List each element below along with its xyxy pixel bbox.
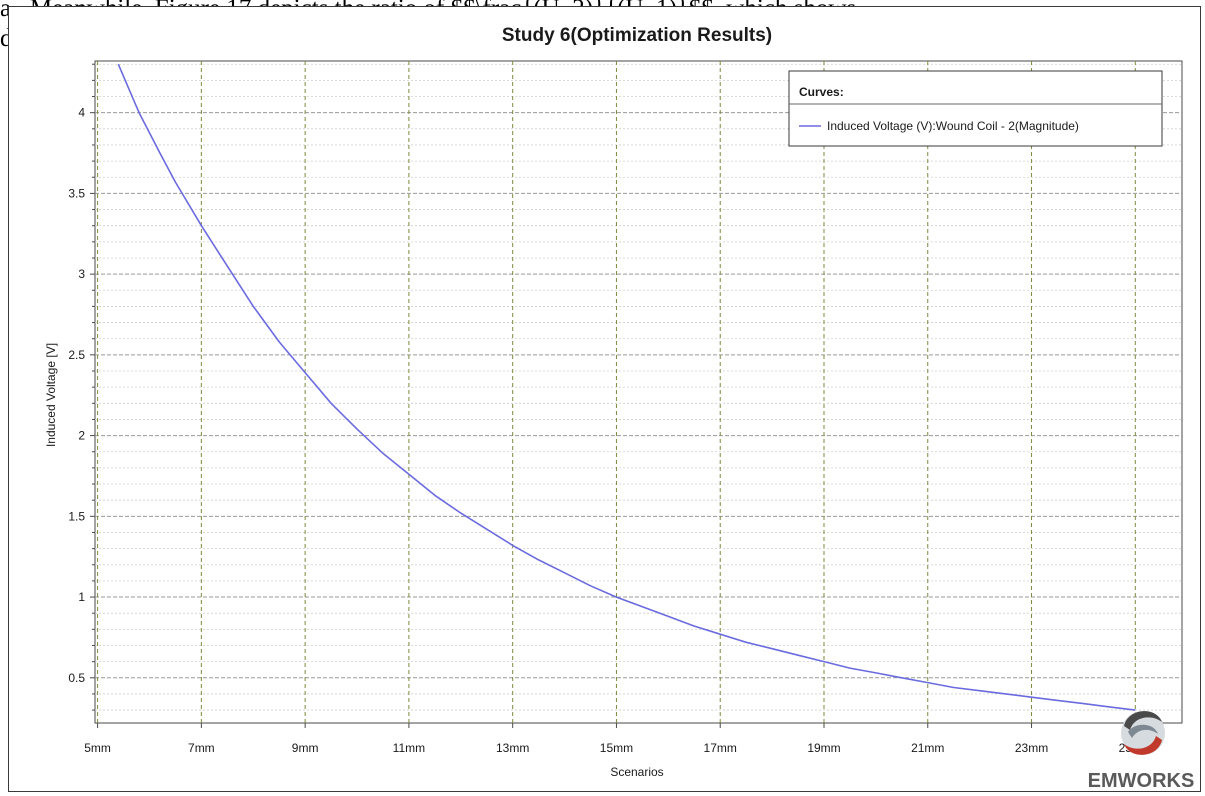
emworks-logo: EMWORKS xyxy=(1088,711,1195,792)
x-axis-label: Scenarios xyxy=(610,765,663,779)
plot-area xyxy=(94,60,1183,724)
legend-title: Curves: xyxy=(799,85,844,99)
y-tick-label: 2 xyxy=(78,429,85,443)
x-tick-label: 9mm xyxy=(292,741,319,755)
x-tick-label: 21mm xyxy=(911,741,944,755)
logo-swirl-red xyxy=(1124,736,1162,755)
x-tick-label: 19mm xyxy=(807,741,840,755)
y-axis-label: Induced Voltage [V] xyxy=(44,343,58,447)
logo-swirl-dark xyxy=(1124,711,1162,730)
legend[interactable]: Curves: Induced Voltage (V):Wound Coil -… xyxy=(788,70,1163,147)
series-line-0 xyxy=(117,63,1136,711)
chart-title: Study 6(Optimization Results) xyxy=(502,25,772,46)
x-tick-label: 17mm xyxy=(704,741,737,755)
y-tick-label: 1.5 xyxy=(68,509,85,523)
y-tick-label: 4 xyxy=(78,106,85,120)
series-layer xyxy=(117,63,1136,711)
y-tick-label: 3.5 xyxy=(68,186,85,200)
x-tick-label: 5mm xyxy=(84,741,111,755)
y-tick-label: 0.5 xyxy=(68,671,85,685)
y-tick-label: 2.5 xyxy=(68,348,85,362)
x-tick-label: 23mm xyxy=(1015,741,1048,755)
y-tick-label: 1 xyxy=(78,590,85,604)
emworks-swirl-icon xyxy=(1121,711,1165,755)
emworks-brand-name: EMWORKS xyxy=(1088,770,1195,792)
legend-box xyxy=(788,70,1163,147)
logo-swirl-mid xyxy=(1128,724,1158,738)
y-tick-label: 3 xyxy=(78,267,85,281)
x-tick-label: 13mm xyxy=(496,741,529,755)
x-tick-label: 15mm xyxy=(600,741,633,755)
legend-series-label: Induced Voltage (V):Wound Coil - 2(Magni… xyxy=(827,119,1079,133)
x-tick-label: 11mm xyxy=(393,741,425,755)
x-tick-label: 7mm xyxy=(188,741,215,755)
